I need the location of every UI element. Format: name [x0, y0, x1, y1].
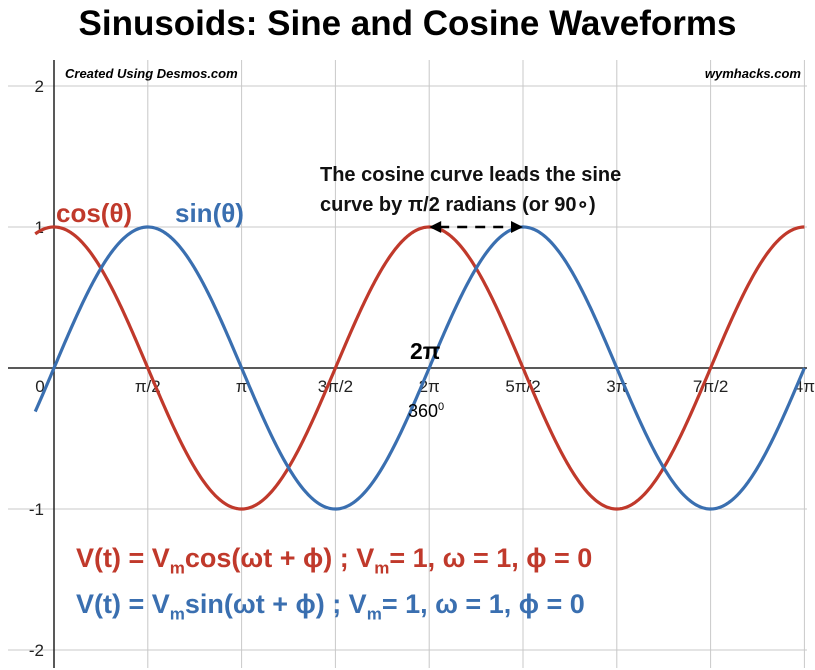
eq-sin-a: V(t) = V	[76, 589, 170, 619]
phase-arrow	[429, 221, 523, 233]
eq-cos-sub1: m	[169, 558, 185, 578]
phase-annotation-line1: The cosine curve leads the sine	[320, 164, 622, 186]
x-tick-label: π	[236, 377, 248, 396]
eq-sin-sub1: m	[169, 604, 185, 624]
equation-cos: V(t) = Vmcos(ωt + ϕ) ; Vm= 1, ω = 1, ϕ =…	[76, 543, 592, 578]
eq-cos-sub2: m	[374, 558, 390, 578]
legend-sin: sin(θ)	[175, 198, 244, 228]
y-tick-label: -1	[29, 500, 44, 519]
equation-sin: V(t) = Vmsin(ωt + ϕ) ; Vm= 1, ω = 1, ϕ =…	[76, 589, 585, 624]
phase-annotation: The cosine curve leads the sine curve by…	[320, 160, 621, 220]
phase-annotation-line2: curve by π/2 radians (or 90∘)	[320, 194, 596, 216]
y-tick-label: 1	[35, 218, 44, 237]
sin-curve	[33, 225, 806, 511]
chart-title: Sinusoids: Sine and Cosine Waveforms	[78, 4, 737, 43]
label-360-sup: 0	[438, 401, 445, 413]
label-360-value: 360	[408, 401, 439, 421]
legend-cos: cos(θ)	[56, 198, 133, 228]
label-two-pi: 2π	[410, 338, 441, 364]
eq-cos-c: = 1, ω = 1, ϕ = 0	[389, 543, 593, 573]
label-360-degrees: 3600	[408, 401, 444, 422]
phase-arrow-right-head	[511, 221, 523, 233]
credit-website: wymhacks.com	[704, 66, 801, 81]
y-tick-label: 2	[35, 77, 44, 96]
eq-sin-sub2: m	[366, 604, 382, 624]
credit-desmos: Created Using Desmos.com	[65, 66, 238, 81]
eq-sin-c: = 1, ω = 1, ϕ = 0	[381, 589, 585, 619]
phase-arrow-left-head	[429, 221, 442, 233]
x-tick-label: 0	[35, 377, 44, 396]
cos-curve	[34, 225, 805, 511]
curves	[33, 225, 806, 511]
eq-sin-b: sin(ωt + ϕ) ; V	[184, 589, 367, 619]
y-tick-label: -2	[29, 641, 44, 660]
eq-cos-a: V(t) = V	[76, 543, 170, 573]
eq-cos-b: cos(ωt + ϕ) ; V	[184, 543, 375, 573]
